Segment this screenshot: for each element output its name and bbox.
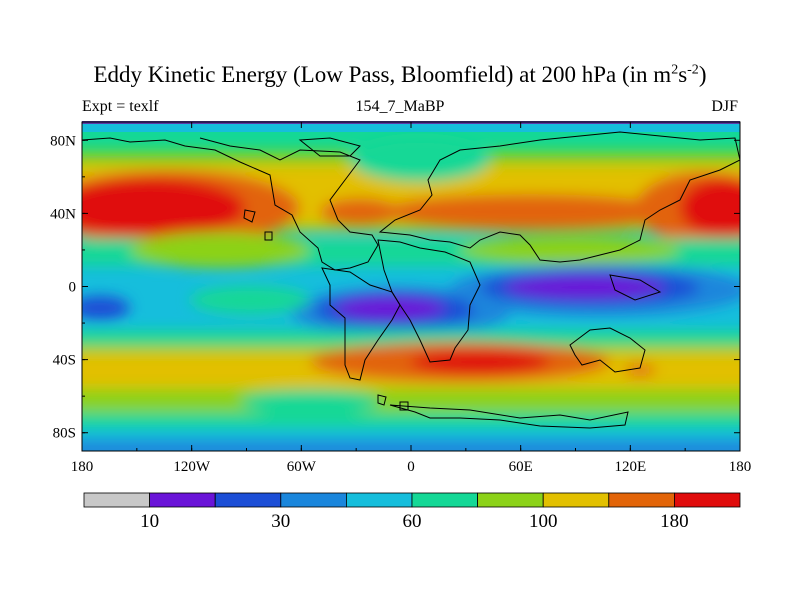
x-tick-label: 60W bbox=[287, 459, 317, 475]
blob-sh-green bbox=[240, 390, 380, 414]
blob-asia-lime bbox=[460, 236, 680, 264]
band-antarctic-green bbox=[82, 412, 740, 430]
colorbar-swatch bbox=[411, 492, 478, 508]
blob-westpac-blue bbox=[82, 296, 130, 320]
run-label: 154_7_MaBP bbox=[355, 98, 445, 115]
blob-pacific-red bbox=[82, 178, 245, 238]
colorbar-label: 30 bbox=[271, 511, 290, 532]
x-tick-label: 0 bbox=[407, 459, 415, 475]
band-antarctic-blue bbox=[82, 440, 740, 451]
x-tick-label: 180 bbox=[71, 459, 94, 475]
x-axis: 180 120W 60W 0 60E 120E 180 bbox=[71, 122, 752, 475]
antarctica-coast bbox=[389, 404, 629, 429]
colorbar-swatch bbox=[608, 492, 675, 508]
x-tick-label: 120E bbox=[614, 459, 646, 475]
colorbar-swatch bbox=[345, 492, 413, 508]
maritime-continent-outline bbox=[609, 274, 662, 301]
map-title: Eddy Kinetic Energy (Low Pass, Bloomfiel… bbox=[0, 62, 800, 88]
colorbar-swatch bbox=[214, 492, 282, 508]
blob-europe-green bbox=[350, 138, 490, 182]
colorbar-label: 180 bbox=[660, 511, 689, 532]
colorbar: 10 30 60 100 180 bbox=[83, 492, 741, 532]
colorbar-swatch bbox=[280, 492, 347, 508]
y-tick-label: 40N bbox=[50, 206, 76, 222]
y-tick-label: 80N bbox=[50, 133, 76, 149]
island-outline-1 bbox=[243, 209, 256, 223]
contour-field bbox=[82, 122, 740, 451]
field-blobs bbox=[82, 138, 740, 451]
blob-sh-red bbox=[410, 350, 550, 374]
blob-atlantic-orange bbox=[320, 198, 400, 226]
x-tick-label: 120W bbox=[173, 459, 211, 475]
x-tick-label: 180 bbox=[729, 459, 752, 475]
island-outline-3 bbox=[377, 394, 387, 406]
colorbar-swatch bbox=[477, 492, 544, 508]
blob-east-pacific-red bbox=[680, 178, 740, 238]
island-outline-4 bbox=[399, 401, 409, 411]
colorbar-swatch bbox=[149, 492, 216, 508]
y-axis: 80N 40N 0 40S 80S bbox=[50, 133, 740, 442]
colorbar-label: 100 bbox=[529, 511, 558, 532]
greenland-coast bbox=[298, 137, 361, 157]
blob-indo-purple bbox=[505, 275, 665, 299]
title-sup-2: -2 bbox=[687, 62, 699, 78]
africa-coast bbox=[377, 239, 481, 363]
title-sup-1: 2 bbox=[671, 62, 679, 78]
blob-subtropical-lime bbox=[130, 232, 310, 268]
title-text-end: ) bbox=[698, 62, 707, 87]
coastlines bbox=[82, 131, 740, 429]
colorbar-swatch bbox=[542, 492, 610, 508]
colorbar-swatch bbox=[674, 492, 741, 508]
north-america-coast bbox=[82, 137, 379, 271]
blob-africa-purple bbox=[335, 296, 445, 320]
title-text-mid: s bbox=[678, 62, 688, 87]
island-outline-2 bbox=[264, 231, 273, 241]
eurasia-coast bbox=[378, 131, 740, 263]
y-tick-label: 0 bbox=[69, 280, 77, 296]
y-tick-label: 40S bbox=[53, 353, 76, 369]
experiment-label: Expt = texlf bbox=[82, 98, 159, 115]
title-text: Eddy Kinetic Energy (Low Pass, Bloomfiel… bbox=[93, 62, 672, 87]
colorbar-label: 10 bbox=[140, 511, 159, 532]
colorbar-label: 60 bbox=[403, 511, 422, 532]
australia-coast bbox=[569, 327, 646, 373]
season-label: DJF bbox=[711, 98, 738, 115]
x-tick-label: 60E bbox=[509, 459, 533, 475]
colorbar-swatch bbox=[83, 492, 150, 508]
blob-asia-orange bbox=[380, 194, 680, 230]
blob-eastpac-green bbox=[190, 286, 310, 314]
blob-sh-orange-small bbox=[624, 364, 656, 376]
y-tick-label: 80S bbox=[53, 426, 76, 442]
south-america-coast bbox=[321, 267, 401, 381]
